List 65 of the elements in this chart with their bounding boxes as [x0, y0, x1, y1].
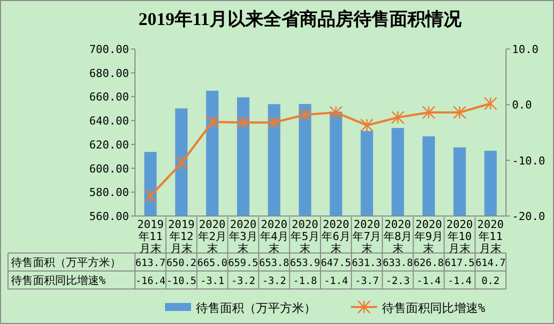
x-tick-label: 2020年3月末 — [228, 218, 258, 255]
point — [422, 106, 436, 120]
data-label: -1.8 — [292, 276, 318, 287]
y2-tick-label: 10.0 — [512, 43, 538, 56]
point — [484, 96, 498, 110]
data-label: 614.7 — [475, 258, 506, 269]
y-tick-label: 680.00 — [89, 66, 129, 80]
point — [391, 110, 404, 124]
point — [144, 189, 158, 203]
chart-title: 2019年11月以来全省商品房待售面积情况 — [138, 9, 462, 29]
x-tick-label: 2020年7月末 — [352, 218, 382, 255]
data-label: 617.5 — [444, 258, 475, 269]
data-label: 659.5 — [228, 258, 258, 269]
data-label: -1.4 — [416, 276, 441, 287]
x-tick-label: 2020年6月末 — [322, 218, 350, 255]
x-tick-label: 2020年5月末 — [290, 218, 320, 255]
point — [360, 118, 374, 132]
text: 待售面积同比增速% — [11, 274, 106, 287]
data-label: -3.2 — [231, 276, 256, 287]
point — [174, 156, 188, 170]
y2-tick-label: 0.0 — [512, 98, 532, 112]
data-label: -1.4 — [324, 276, 348, 287]
point — [267, 116, 281, 130]
text: 待售面积（万平方米） — [11, 256, 121, 269]
data-label: -3.1 — [200, 276, 224, 287]
legend-label: 待售面积同比增速% — [382, 301, 486, 315]
data-label: 647.5 — [320, 258, 352, 269]
point — [298, 108, 312, 122]
data-label: 653.9 — [290, 258, 320, 269]
y-tick-label: 640.00 — [89, 114, 129, 128]
x-tick-label: 2020年4月末 — [260, 218, 288, 255]
data-label: 650.2 — [166, 258, 196, 269]
data-label: -16.4 — [135, 276, 166, 287]
y-tick-label: 700.00 — [89, 43, 129, 56]
x-tick-label: 2019年11月末 — [137, 218, 164, 255]
data-label: 665.0 — [197, 258, 228, 269]
point — [329, 106, 343, 120]
x-tick-label: 2020年9月末 — [414, 218, 444, 255]
data-label: -10.5 — [166, 276, 196, 287]
data-label: -3.2 — [262, 276, 286, 287]
data-label: 631.3 — [352, 258, 382, 269]
y-tick-label: 620.00 — [89, 138, 129, 152]
x-tick-label: 2020年2月末 — [198, 218, 227, 255]
data-label: 633.8 — [382, 258, 413, 269]
y-tick-label: 600.00 — [89, 162, 129, 176]
data-label: 0.2 — [482, 276, 500, 287]
data-label: -1.4 — [448, 276, 472, 287]
y2-tick-label: -20.0 — [512, 210, 546, 223]
legend-label: 待售面积（万平方米） — [196, 301, 316, 315]
data-label: 653.8 — [259, 258, 290, 269]
x-tick-label: 2019年12月末 — [168, 218, 195, 255]
y-tick-label: 580.00 — [89, 186, 129, 200]
x-tick-label: 2020年8月末 — [383, 218, 412, 255]
data-label: -2.3 — [386, 276, 410, 287]
point — [236, 116, 250, 130]
y-tick-label: 560.00 — [89, 210, 129, 223]
x-tick-label: 2020年11月末 — [477, 218, 504, 255]
x-tick-label: 2020年10月末 — [446, 218, 473, 255]
point — [206, 115, 219, 129]
data-label: 613.7 — [135, 258, 166, 269]
y2-tick-label: -10.0 — [512, 154, 546, 168]
data-label: 626.8 — [414, 258, 444, 269]
data-label: -3.7 — [354, 276, 379, 287]
y-tick-label: 660.00 — [89, 90, 129, 104]
point — [452, 106, 466, 120]
